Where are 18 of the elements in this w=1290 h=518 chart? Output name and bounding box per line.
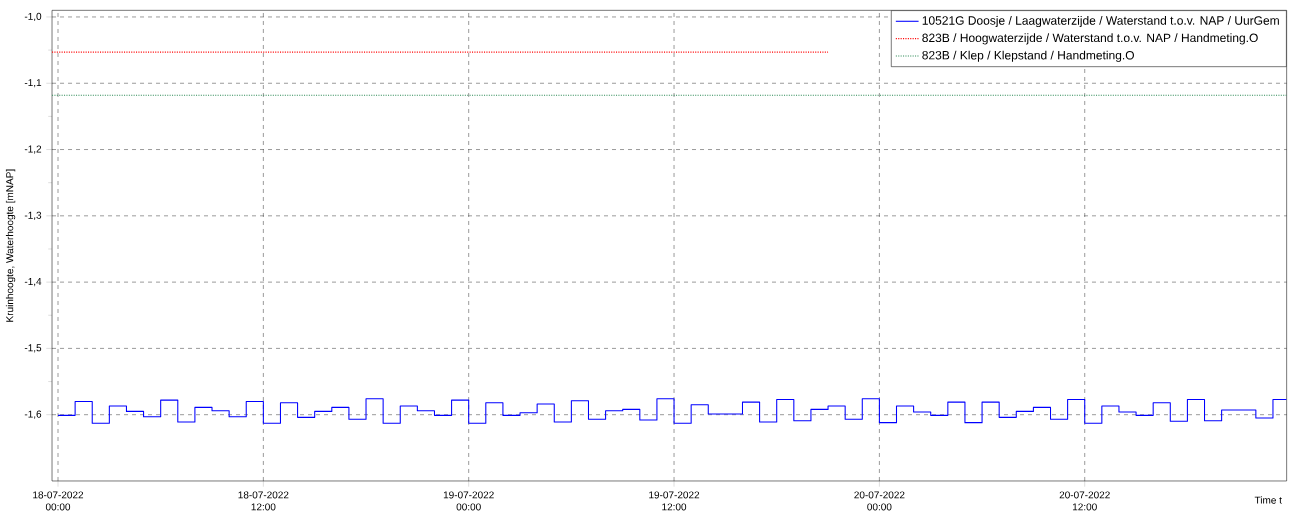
y-tick-label: -1,2	[24, 145, 42, 154]
y-axis-title: Kruinhoogte, Waterhoogte [mNAP]	[5, 169, 16, 322]
y-tick-label: -1,3	[24, 211, 42, 220]
y-tick-label: -1,0	[24, 12, 42, 22]
legend-label: 823B / Klep / Klepstand / Handmeting.O	[922, 50, 1134, 62]
x-axis-title: Time t	[1254, 496, 1282, 504]
x-tick-label: 18-07-2022 12:00	[238, 491, 289, 511]
x-tick-label: 19-07-2022 12:00	[649, 491, 700, 511]
x-tick-label: 20-07-2022 00:00	[854, 491, 905, 511]
x-tick-label: 20-07-2022 12:00	[1059, 491, 1110, 511]
y-tick-label: -1,6	[24, 410, 42, 419]
y-tick-label: -1,4	[24, 278, 42, 287]
legend-label: 10521G Doosje / Laagwaterzijde / Waterstand t.o.v. NAP / UurGem	[922, 15, 1279, 28]
x-tick-label: 18-07-2022 00:00	[33, 491, 84, 511]
y-tick-label: -1,5	[24, 344, 42, 353]
legend-label: 823B / Hoogwaterzijde / Waterstand t.o.v. NAP / Handmeting.O	[922, 33, 1258, 45]
x-tick-label: 19-07-2022 00:00	[443, 491, 494, 511]
y-tick-label: -1,1	[24, 79, 42, 88]
